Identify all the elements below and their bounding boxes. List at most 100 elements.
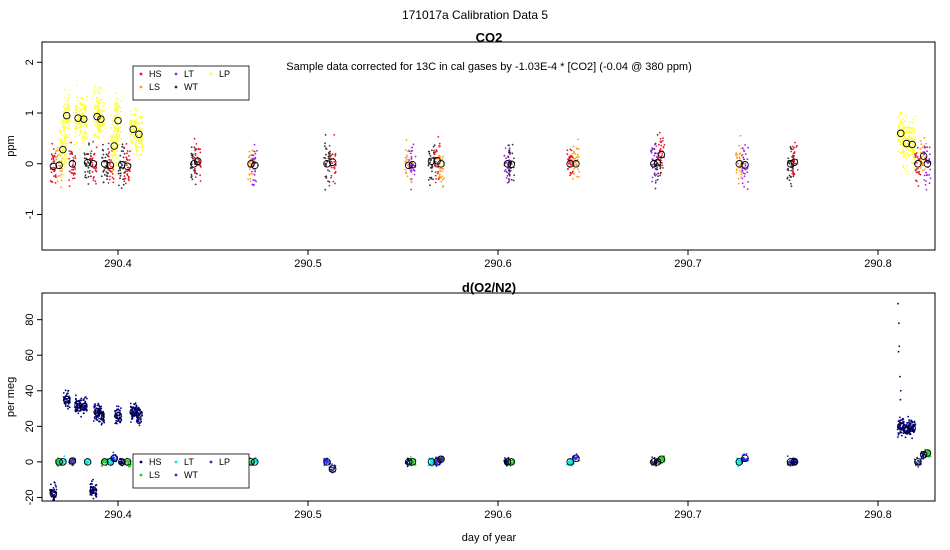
o2n2-mean-marker bbox=[49, 490, 58, 498]
co2-data-point bbox=[253, 143, 256, 146]
co2-data-point bbox=[504, 168, 507, 171]
co2-data-point bbox=[59, 139, 61, 142]
co2-data-point bbox=[406, 175, 409, 178]
co2-data-point bbox=[129, 150, 131, 153]
co2-data-point bbox=[81, 136, 84, 138]
co2-data-point bbox=[897, 123, 900, 125]
o2n2-xtick-label: 290.5 bbox=[294, 509, 322, 521]
co2-data-point bbox=[897, 138, 900, 141]
o2n2-mean-marker bbox=[572, 454, 580, 463]
co2-data-point bbox=[662, 146, 665, 149]
co2-data-point bbox=[412, 143, 415, 146]
co2-data-point bbox=[441, 170, 443, 173]
co2-data-point bbox=[404, 168, 407, 171]
co2-data-point bbox=[901, 122, 904, 125]
co2-data-point bbox=[325, 153, 327, 156]
co2-data-point bbox=[91, 157, 94, 160]
co2-data-point bbox=[576, 153, 579, 156]
co2-data-point bbox=[133, 137, 136, 140]
co2-data-point bbox=[73, 143, 76, 146]
co2-data-point bbox=[70, 141, 72, 144]
co2-data-point bbox=[323, 145, 326, 148]
co2-data-point bbox=[63, 164, 66, 167]
co2-data-point bbox=[899, 111, 902, 114]
co2-data-point bbox=[926, 150, 928, 153]
co2-data-point bbox=[911, 137, 913, 140]
co2-data-point bbox=[917, 185, 920, 187]
co2-data-point bbox=[98, 144, 101, 146]
co2-data-point bbox=[108, 162, 111, 165]
o2n2-data-point bbox=[117, 408, 120, 411]
co2-mean-marker bbox=[190, 160, 198, 168]
o2n2-data-point bbox=[430, 460, 433, 462]
o2n2-mean-marker bbox=[110, 454, 118, 463]
co2-data-point bbox=[63, 107, 66, 110]
co2-data-point bbox=[53, 160, 56, 163]
co2-data-point bbox=[442, 178, 444, 181]
co2-data-point bbox=[576, 164, 578, 167]
o2n2-data-point bbox=[323, 457, 325, 460]
co2-axes: 290.4 290.5 290.6 290.7 290.8 -1 0 1 2 bbox=[24, 59, 892, 270]
co2-data-point bbox=[74, 168, 77, 171]
co2-data-point bbox=[61, 161, 64, 163]
co2-data-point bbox=[512, 179, 515, 182]
co2-data-point bbox=[899, 151, 901, 154]
o2n2-data-point bbox=[406, 463, 409, 465]
co2-data-point bbox=[740, 176, 742, 179]
co2-data-point bbox=[577, 168, 579, 171]
o2n2-data-point bbox=[134, 406, 137, 409]
co2-data-point bbox=[330, 176, 332, 179]
co2-data-point bbox=[570, 163, 572, 166]
co2-data-point bbox=[65, 136, 68, 139]
co2-data-point bbox=[790, 150, 793, 153]
co2-data-point bbox=[789, 145, 792, 148]
o2n2-data-point bbox=[909, 433, 912, 436]
co2-data-point bbox=[747, 146, 750, 149]
co2-data-point bbox=[119, 110, 122, 113]
o2n2-data-point bbox=[911, 421, 914, 424]
co2-data-point bbox=[910, 162, 913, 164]
co2-data-point bbox=[789, 161, 792, 163]
co2-data-point bbox=[440, 177, 442, 179]
o2n2-data-point bbox=[412, 462, 415, 464]
co2-data-point bbox=[119, 177, 121, 180]
co2-data-point bbox=[256, 149, 258, 152]
o2n2-data-point bbox=[97, 404, 100, 406]
co2-data-point bbox=[93, 120, 96, 123]
o2n2-data-point bbox=[410, 456, 412, 458]
co2-data-point bbox=[64, 141, 67, 144]
co2-data-point bbox=[428, 150, 431, 153]
co2-data-point bbox=[575, 147, 578, 150]
co2-data-point bbox=[74, 121, 77, 124]
co2-data-point bbox=[437, 136, 440, 138]
co2-data-point bbox=[792, 152, 795, 155]
co2-data-point bbox=[120, 106, 123, 109]
co2-data-point bbox=[125, 156, 128, 159]
co2-data-point bbox=[657, 157, 660, 159]
co2-data-point bbox=[906, 165, 909, 167]
co2-data-point bbox=[105, 174, 108, 177]
co2-data-point bbox=[248, 168, 251, 171]
co2-data-point bbox=[740, 166, 742, 169]
co2-data-point bbox=[194, 152, 197, 155]
co2-data-point bbox=[64, 133, 67, 136]
co2-data-point bbox=[127, 175, 130, 178]
o2n2-data-point bbox=[406, 461, 409, 463]
co2-data-point bbox=[434, 174, 437, 177]
co2-mean-marker bbox=[194, 157, 202, 165]
co2-data-point bbox=[68, 93, 71, 96]
o2n2-data-point bbox=[98, 407, 101, 409]
co2-data-point bbox=[737, 177, 740, 180]
co2-data-point bbox=[85, 110, 87, 112]
co2-data-point bbox=[788, 174, 791, 177]
co2-mean-marker bbox=[93, 112, 101, 121]
co2-ylabel: ppm bbox=[5, 135, 17, 156]
o2n2-data-point bbox=[139, 422, 141, 424]
co2-data-point bbox=[141, 147, 143, 149]
co2-data-point bbox=[791, 172, 794, 175]
co2-data-point bbox=[82, 118, 85, 121]
co2-data-point bbox=[916, 156, 919, 159]
co2-data-point bbox=[324, 157, 327, 160]
o2n2-data-point bbox=[91, 480, 93, 483]
co2-data-point bbox=[327, 169, 329, 172]
